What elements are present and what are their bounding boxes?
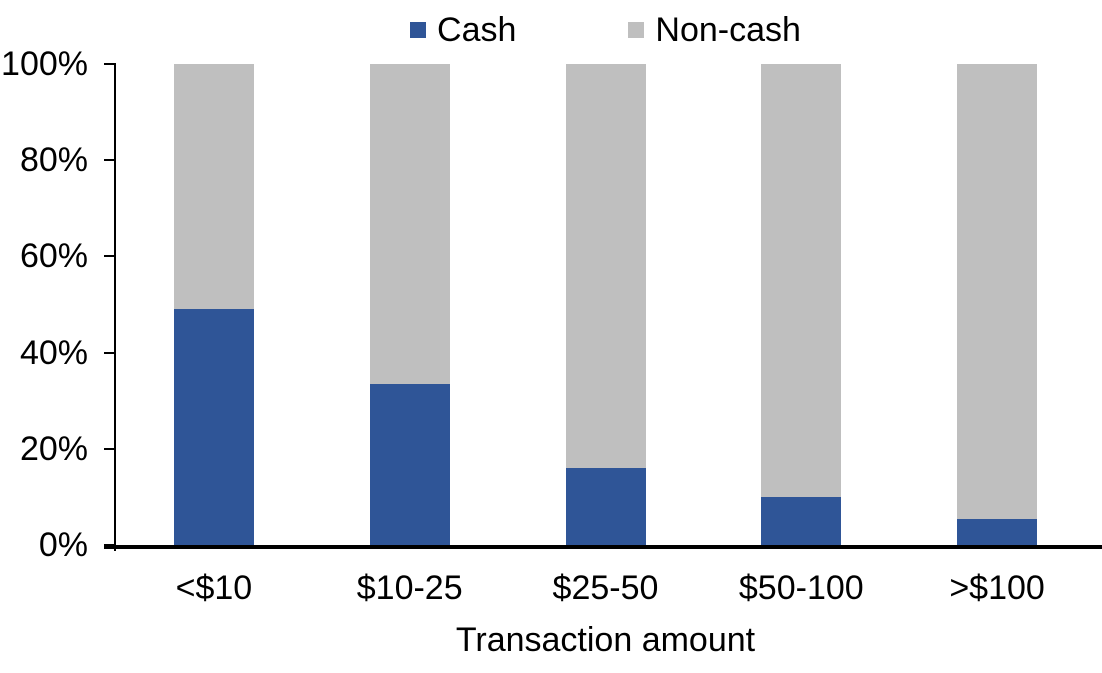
y-axis-tick-mark xyxy=(104,351,114,354)
y-axis-tick-label: 80% xyxy=(19,141,88,180)
legend-label-noncash: Non-cash xyxy=(655,11,801,49)
x-axis-line xyxy=(104,545,1102,549)
x-axis-tick-label: $10-25 xyxy=(356,569,463,607)
bar-segment-cash xyxy=(565,468,646,545)
noncash-swatch-icon xyxy=(628,22,645,38)
legend-item-noncash: Non-cash xyxy=(628,13,801,47)
bar-segment-cash xyxy=(173,309,254,545)
y-axis-tick-label: 20% xyxy=(19,429,88,468)
y-axis-tick-mark xyxy=(104,159,114,162)
y-axis-tick-label: 60% xyxy=(19,237,88,276)
bar-segment-noncash xyxy=(369,64,450,384)
x-axis-tick-label: $25-50 xyxy=(552,569,659,607)
bar-segment-noncash xyxy=(173,64,254,309)
bar-segment-noncash xyxy=(565,64,646,468)
y-axis-tick-label: 0% xyxy=(38,526,88,564)
bar-segment-noncash xyxy=(957,64,1038,519)
y-axis-tick-label: 40% xyxy=(19,333,88,372)
cash-swatch-icon xyxy=(410,22,427,38)
y-axis-tick-mark xyxy=(104,63,114,65)
y-axis-tick-mark xyxy=(104,447,114,450)
bar-segment-cash xyxy=(369,384,450,545)
legend-label-cash: Cash xyxy=(437,11,517,49)
x-axis-tick-label: <$10 xyxy=(175,569,253,607)
y-axis-tick-label: 100% xyxy=(1,45,88,83)
bar-segment-noncash xyxy=(761,64,842,497)
x-axis-tick-label: >$100 xyxy=(949,569,1045,607)
bar-segment-cash xyxy=(761,497,842,545)
y-axis-line xyxy=(114,63,116,551)
legend: Cash Non-cash xyxy=(116,8,1095,52)
x-axis-tick-label: $50-100 xyxy=(738,569,864,607)
y-axis-tick-mark xyxy=(104,255,114,258)
legend-item-cash: Cash xyxy=(410,13,516,47)
bar-segment-cash xyxy=(957,519,1038,545)
x-axis-title: Transaction amount xyxy=(455,621,756,659)
y-axis-tick-mark xyxy=(104,544,114,546)
